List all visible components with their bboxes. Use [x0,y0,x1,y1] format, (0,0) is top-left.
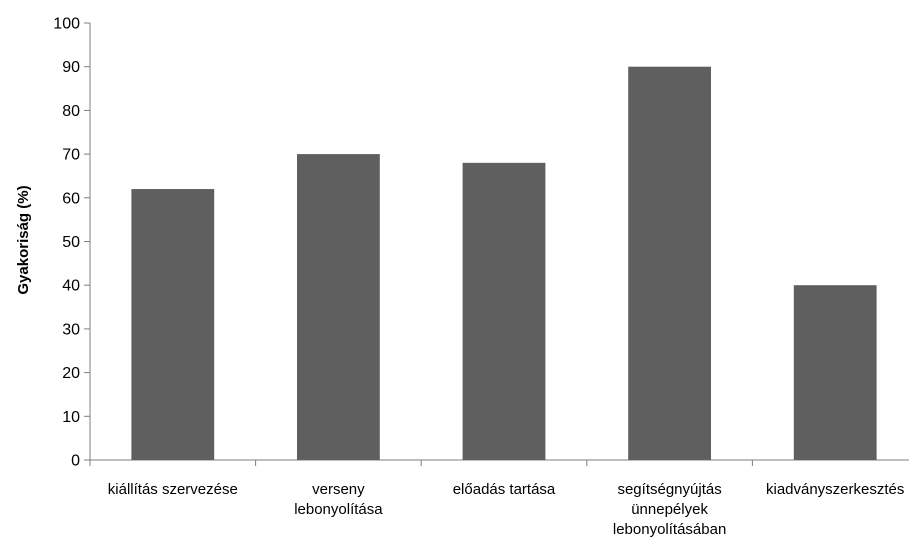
category-labels: kiállítás szervezése verseny lebonyolítása… [108,481,905,538]
y-tick-label: 90 [62,59,80,76]
y-tick-label: 50 [62,234,80,251]
x-tick-label-line: kiállítás szervezése [108,481,238,498]
y-tick-label: 60 [62,190,80,207]
y-axis: 0 10 20 30 40 50 60 70 80 90 100 [53,16,91,470]
y-tick-label: 70 [62,147,80,164]
bars [131,66,877,460]
y-tick-label: 40 [62,278,80,295]
bar [131,189,215,460]
x-tick-label-line: kiadványszerkesztés [766,481,904,498]
x-tick-label: kiadványszerkesztés [766,481,904,498]
y-tick-label: 20 [62,365,80,382]
x-tick-label-line: segítségnyújtás [617,481,721,498]
x-axis [89,459,909,466]
y-axis-title: Gyakoriság (%) [15,185,32,294]
x-tick-label: előadás tartása [453,481,556,498]
bar [793,285,877,460]
x-tick-label-line: előadás tartása [453,481,556,498]
y-tick-label: 0 [71,453,80,470]
bar [462,162,546,460]
x-tick-label: segítségnyújtás ünnepélyek lebonyolításába… [613,481,726,538]
x-tick-label-line: lebonyolítása [294,501,383,518]
bar [297,154,380,460]
x-tick-label-line: lebonyolításában [613,521,726,538]
y-tick-label: 100 [53,16,80,33]
x-tick-label: kiállítás szervezése [108,481,238,498]
y-tick-label: 10 [62,409,80,426]
x-tick-label-line: verseny [312,481,365,498]
y-tick-label: 30 [62,321,80,338]
y-tick-label: 80 [62,103,80,120]
x-tick-label: verseny lebonyolítása [294,481,383,518]
bar [628,66,711,460]
x-tick-label-line: ünnepélyek [631,501,708,518]
